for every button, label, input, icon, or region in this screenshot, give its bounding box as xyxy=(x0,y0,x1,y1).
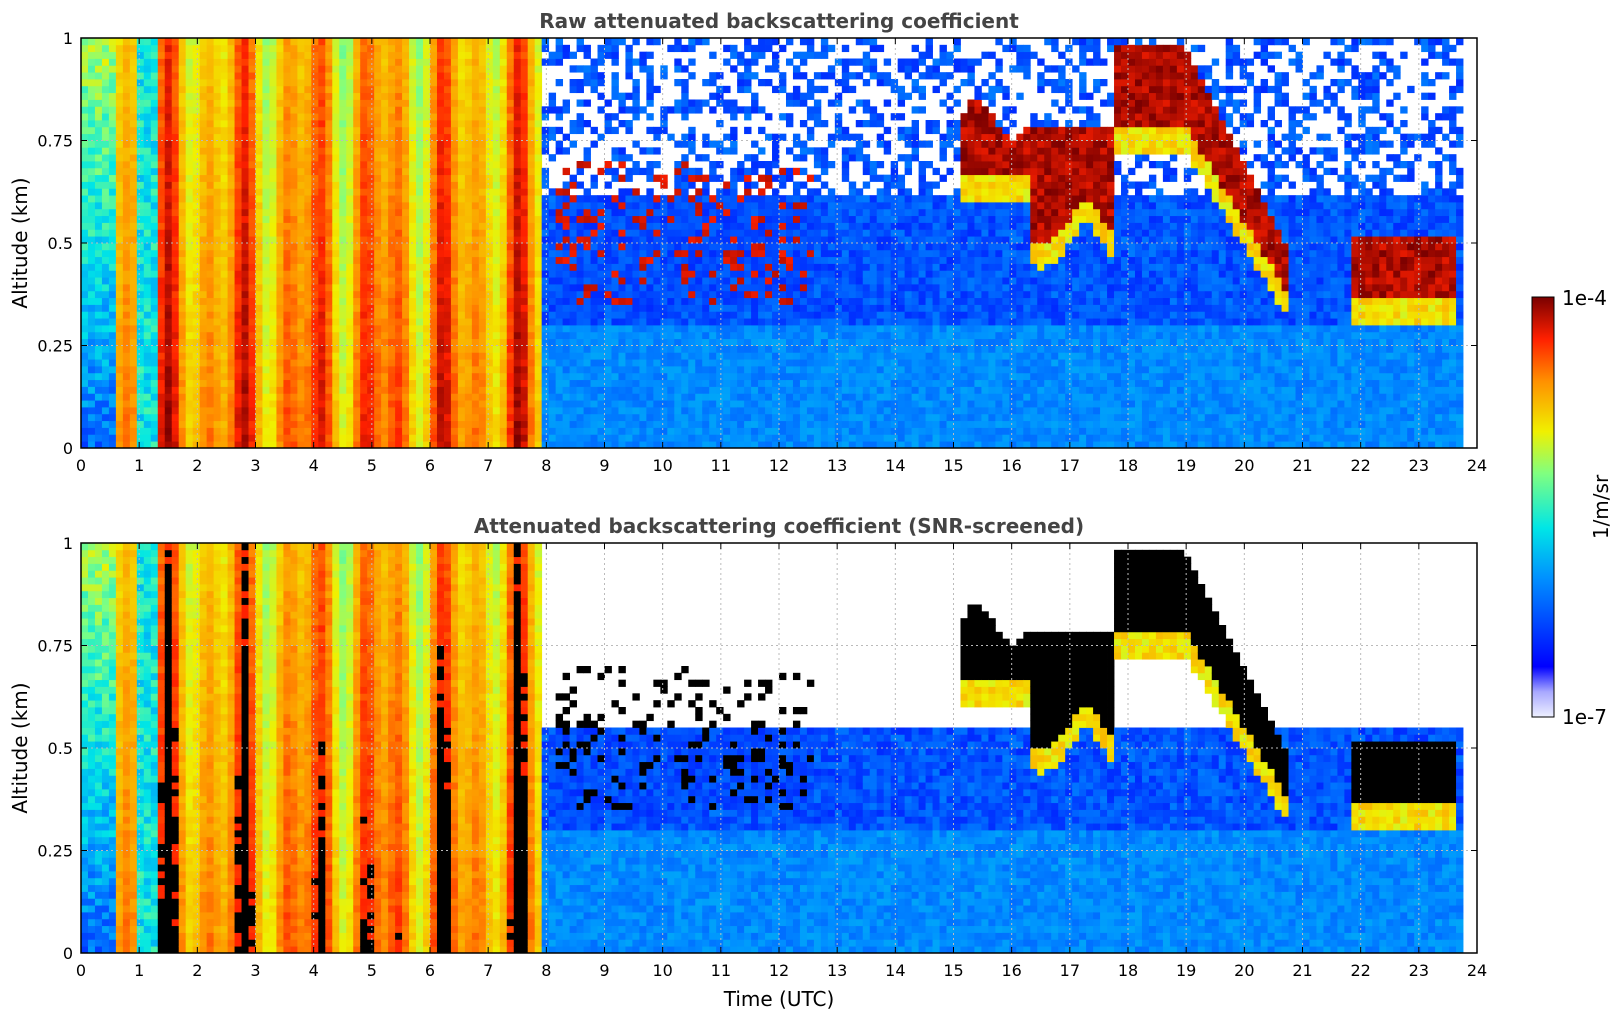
x-tick-label: 22 xyxy=(1350,961,1370,980)
x-tick-label: 19 xyxy=(1176,961,1196,980)
colorbar-units-label: 1/m/sr xyxy=(1589,474,1613,539)
colorbar-gradient xyxy=(1531,296,1555,718)
y-tick-label: 0.75 xyxy=(37,637,73,656)
x-tick-label: 20 xyxy=(1234,456,1254,475)
y-tick-label: 0.75 xyxy=(37,132,73,151)
x-tick-label: 3 xyxy=(250,456,260,475)
x-tick-label: 18 xyxy=(1118,456,1138,475)
x-tick-label: 13 xyxy=(827,961,847,980)
x-tick-label: 4 xyxy=(309,961,319,980)
y-tick-label: 0.5 xyxy=(48,739,73,758)
x-tick-label: 23 xyxy=(1409,456,1429,475)
x-tick-label: 8 xyxy=(541,456,551,475)
heatmap xyxy=(81,38,1464,448)
heatmap xyxy=(81,543,1464,953)
x-tick-label: 16 xyxy=(1001,456,1021,475)
x-tick-label: 9 xyxy=(599,961,609,980)
raw-backscatter-panel: Raw attenuated backscattering coefficien… xyxy=(8,9,1487,475)
x-tick-label: 6 xyxy=(425,456,435,475)
panel-title: Raw attenuated backscattering coefficien… xyxy=(539,9,1019,33)
x-tick-label: 1 xyxy=(134,456,144,475)
gridlines xyxy=(81,543,1477,953)
x-tick-label: 13 xyxy=(827,456,847,475)
x-tick-label: 15 xyxy=(943,961,963,980)
x-tick-label: 17 xyxy=(1060,456,1080,475)
x-tick-label: 17 xyxy=(1060,961,1080,980)
x-tick-label: 0 xyxy=(76,456,86,475)
gridlines xyxy=(81,38,1477,448)
x-tick-label: 12 xyxy=(769,456,789,475)
x-tick-label: 11 xyxy=(711,961,731,980)
x-tick-label: 2 xyxy=(192,961,202,980)
x-axis-label: Time (UTC) xyxy=(723,987,835,1011)
x-tick-label: 9 xyxy=(599,456,609,475)
x-tick-label: 24 xyxy=(1467,961,1487,980)
x-tick-label: 18 xyxy=(1118,961,1138,980)
x-tick-label: 19 xyxy=(1176,456,1196,475)
x-tick-label: 11 xyxy=(711,456,731,475)
x-tick-label: 7 xyxy=(483,456,493,475)
x-tick-label: 6 xyxy=(425,961,435,980)
x-tick-label: 14 xyxy=(885,961,905,980)
x-tick-label: 8 xyxy=(541,961,551,980)
x-tick-label: 23 xyxy=(1409,961,1429,980)
x-tick-label: 7 xyxy=(483,961,493,980)
y-tick-label: 1 xyxy=(63,534,73,553)
axis-ticks: 0 1 2 3 4 5 6 7 8 9 10 11 12 13 14 15 16 17 18 19 20 21 22 23 24… xyxy=(37,534,1487,980)
y-tick-label: 0 xyxy=(63,944,73,963)
x-tick-label: 21 xyxy=(1292,456,1312,475)
snr-screened-panel: Attenuated backscattering coefficient (S… xyxy=(8,514,1487,1011)
x-tick-label: 2 xyxy=(192,456,202,475)
x-tick-label: 22 xyxy=(1350,456,1370,475)
x-tick-label: 4 xyxy=(309,456,319,475)
y-tick-label: 0.5 xyxy=(48,234,73,253)
x-tick-label: 12 xyxy=(769,961,789,980)
colorbar-max-label: 1e-4 xyxy=(1562,286,1607,310)
x-tick-label: 16 xyxy=(1001,961,1021,980)
x-tick-label: 0 xyxy=(76,961,86,980)
x-tick-label: 24 xyxy=(1467,456,1487,475)
x-tick-label: 14 xyxy=(885,456,905,475)
x-tick-label: 10 xyxy=(652,456,672,475)
x-tick-label: 5 xyxy=(367,456,377,475)
x-tick-label: 20 xyxy=(1234,961,1254,980)
colorbar: 1e-4 1e-7 1/m/sr xyxy=(1531,286,1613,729)
panel-title: Attenuated backscattering coefficient (S… xyxy=(474,514,1084,538)
colorbar-min-label: 1e-7 xyxy=(1562,705,1607,729)
y-axis-label: Altitude (km) xyxy=(8,682,32,813)
axis-ticks: 0 1 2 3 4 5 6 7 8 9 10 11 12 13 14 15 16 17 18 19 20 21 22 23 24… xyxy=(37,29,1487,475)
y-tick-label: 0.25 xyxy=(37,337,73,356)
y-tick-label: 0 xyxy=(63,439,73,458)
x-tick-label: 21 xyxy=(1292,961,1312,980)
x-tick-label: 5 xyxy=(367,961,377,980)
y-tick-label: 1 xyxy=(63,29,73,48)
x-tick-label: 15 xyxy=(943,456,963,475)
x-tick-label: 1 xyxy=(134,961,144,980)
x-tick-label: 10 xyxy=(652,961,672,980)
y-axis-label: Altitude (km) xyxy=(8,177,32,308)
y-tick-label: 0.25 xyxy=(37,842,73,861)
x-tick-label: 3 xyxy=(250,961,260,980)
